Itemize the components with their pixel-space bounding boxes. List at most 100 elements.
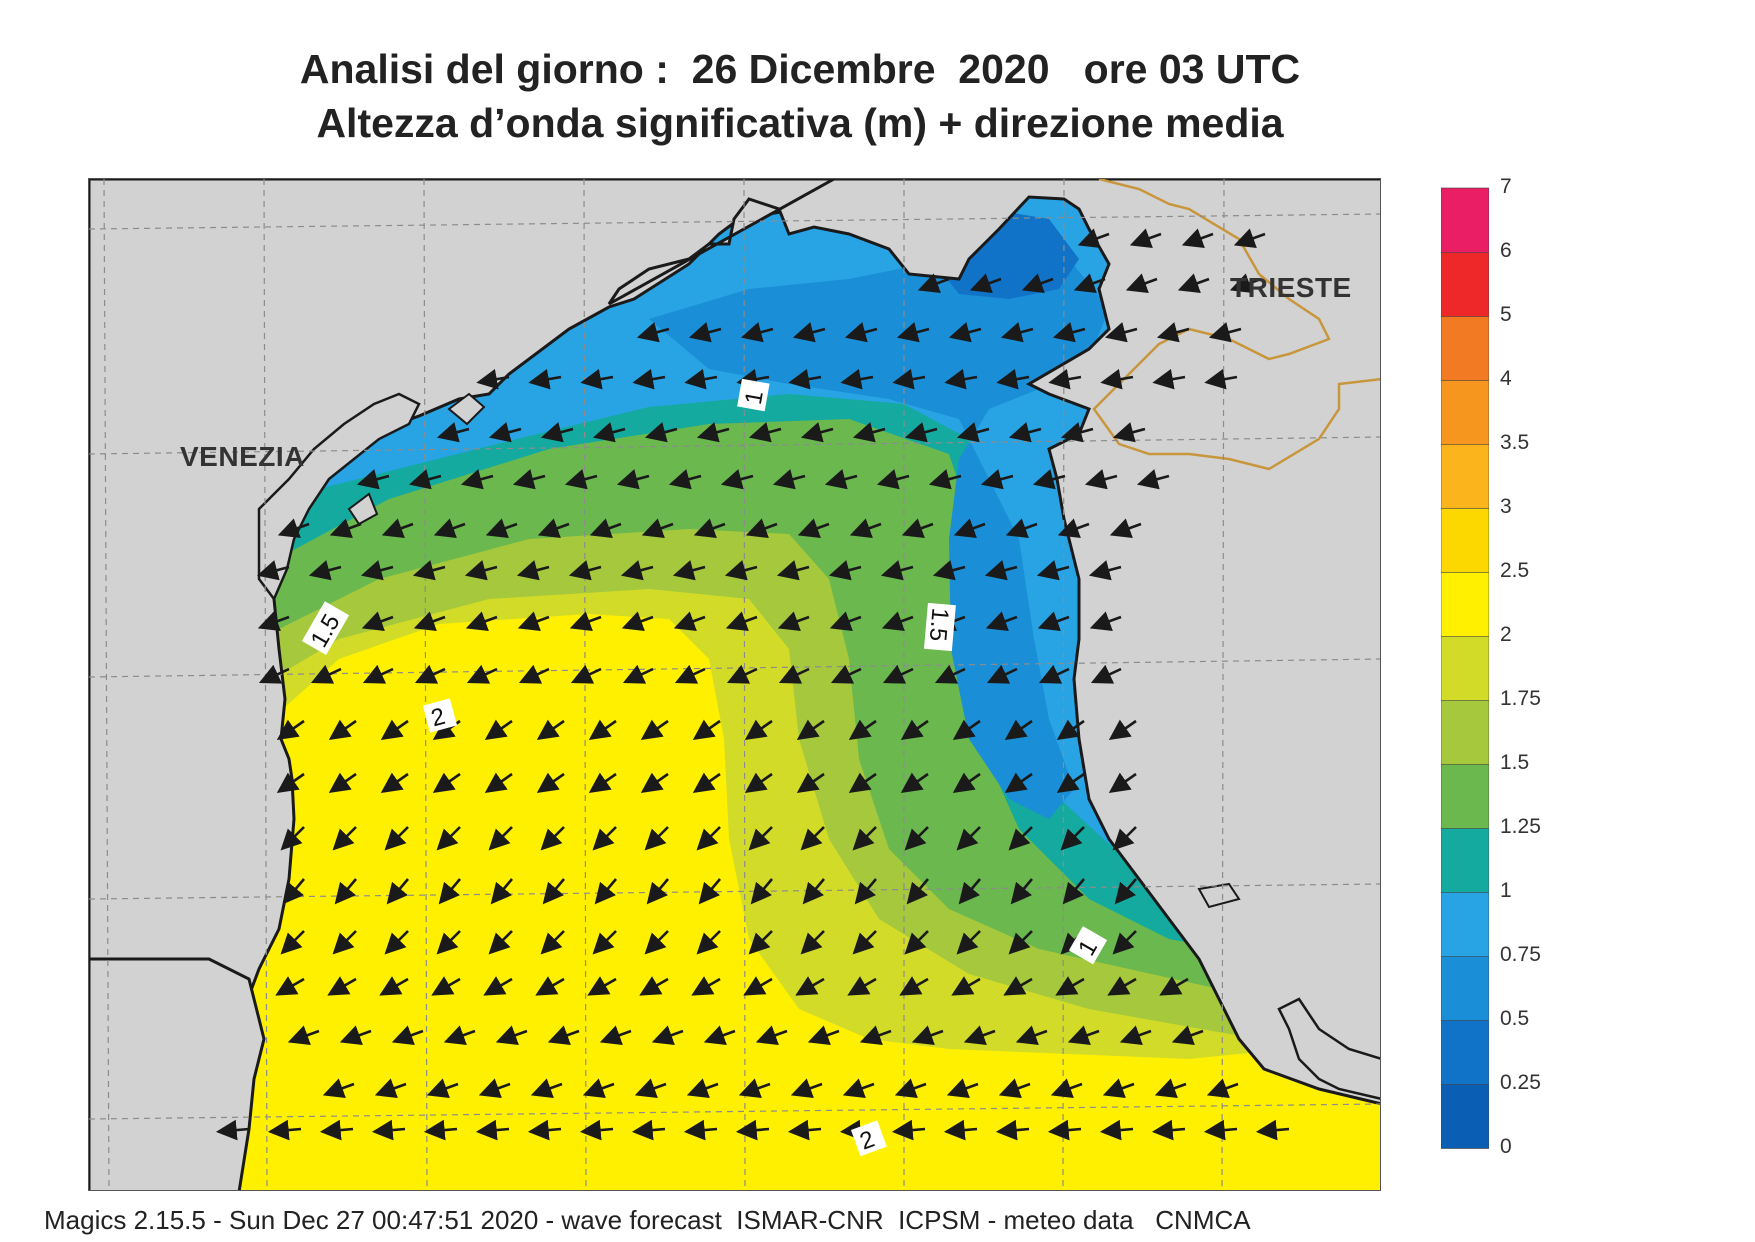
colorbar-band xyxy=(1441,763,1489,829)
footer-credits: Magics 2.15.5 - Sun Dec 27 00:47:51 2020… xyxy=(44,1205,1251,1235)
wave-direction-arrow xyxy=(443,1025,476,1046)
wave-direction-arrow xyxy=(361,611,394,632)
wave-direction-arrow xyxy=(1089,611,1122,632)
colorbar-band xyxy=(1441,315,1489,381)
wave-direction-arrow xyxy=(488,422,522,443)
colorbar-band xyxy=(1441,827,1489,893)
wave-direction-arrow xyxy=(1000,322,1034,343)
land-south-east xyxy=(1277,997,1380,1100)
colorbar-band xyxy=(1441,507,1489,573)
wave-direction-arrow xyxy=(328,719,357,741)
wave-direction-arrow xyxy=(542,878,565,905)
wave-direction-arrow xyxy=(1171,1025,1204,1046)
wave-direction-arrow xyxy=(1125,273,1158,294)
wave-direction-arrow xyxy=(518,664,550,684)
wave-direction-arrow xyxy=(374,1078,407,1099)
wave-direction-arrow xyxy=(432,772,461,794)
colorbar-tick-label: 2.5 xyxy=(1500,559,1530,582)
wave-direction-arrow xyxy=(1003,976,1033,996)
wave-direction-arrow xyxy=(876,469,910,490)
island-1 xyxy=(447,392,486,426)
wave-direction-arrow xyxy=(956,422,990,443)
wave-direction-arrow xyxy=(280,930,305,955)
wave-direction-arrow xyxy=(1090,664,1122,684)
wave-direction-arrow xyxy=(1036,560,1070,581)
wave-direction-arrow xyxy=(772,469,806,490)
wave-direction-arrow xyxy=(436,826,461,851)
wave-direction-arrow xyxy=(512,469,546,490)
wave-direction-arrow xyxy=(1112,826,1137,851)
wave-direction-arrow xyxy=(1112,930,1137,955)
wave-direction-arrow xyxy=(1129,228,1162,249)
wave-direction-arrow xyxy=(466,664,498,684)
wave-direction-arrow xyxy=(882,664,914,684)
colorbar-band xyxy=(1441,699,1489,765)
wave-direction-arrow xyxy=(1055,976,1085,996)
wave-direction-arrow xyxy=(436,930,461,955)
wave-direction-arrow xyxy=(334,878,357,905)
wave-direction-arrow xyxy=(824,469,858,490)
wave-direction-arrow xyxy=(686,1078,719,1099)
wave-direction-arrow xyxy=(797,518,830,539)
wave-direction-arrow xyxy=(594,878,617,905)
wave-direction-arrow xyxy=(807,1025,840,1046)
wave-direction-arrow xyxy=(1048,368,1082,390)
wave-direction-arrow xyxy=(829,611,862,632)
colorbar-tick-label: 2 xyxy=(1500,623,1512,646)
wave-direction-arrow xyxy=(693,518,726,539)
wave-direction-arrow xyxy=(951,976,981,996)
wave-direction-arrow xyxy=(750,878,773,905)
city-label-venezia: VENEZIA xyxy=(180,441,305,472)
colorbar-band xyxy=(1441,1083,1489,1149)
colorbar-tick-label: 0.5 xyxy=(1500,1007,1530,1030)
wave-direction-arrow xyxy=(564,469,598,490)
wave-direction-arrow xyxy=(684,368,718,390)
wave-direction-arrow xyxy=(748,422,782,443)
wave-direction-arrow xyxy=(881,611,914,632)
wave-direction-arrow xyxy=(796,772,825,794)
wave-direction-arrow xyxy=(1021,273,1054,294)
wave-direction-arrow xyxy=(683,1119,718,1141)
wave-direction-arrow xyxy=(1107,976,1137,996)
wave-direction-arrow xyxy=(696,930,721,955)
wave-direction-arrows xyxy=(215,228,1290,1141)
wave-direction-arrow xyxy=(1108,719,1137,741)
contour-labels: 1 1.5 2 1.5 1 2 xyxy=(301,378,1108,1157)
wave-direction-arrow xyxy=(465,611,498,632)
wave-direction-arrow xyxy=(894,1078,927,1099)
wave-direction-arrow xyxy=(599,1025,632,1046)
wave-direction-arrow xyxy=(460,469,494,490)
wave-direction-arrow xyxy=(735,1119,770,1141)
wave-direction-arrow xyxy=(740,322,774,343)
wave-direction-arrow xyxy=(1112,422,1146,443)
wave-direction-arrow xyxy=(592,826,617,851)
wave-direction-arrow xyxy=(792,322,826,343)
wave-direction-arrow xyxy=(904,826,929,851)
colorbar-band xyxy=(1441,1019,1489,1085)
wave-direction-arrow xyxy=(744,719,773,741)
wave-direction-arrow xyxy=(725,611,758,632)
wave-direction-arrow xyxy=(1015,1025,1048,1046)
colorbar-band xyxy=(1441,379,1489,445)
wave-direction-arrow xyxy=(899,976,929,996)
wave-direction-arrow xyxy=(840,368,874,390)
wave-direction-arrow xyxy=(362,664,394,684)
wave-direction-arrow xyxy=(495,1025,528,1046)
wave-direction-arrow xyxy=(852,826,877,851)
colorbar-band xyxy=(1441,891,1489,957)
wave-direction-arrow xyxy=(517,611,550,632)
wave-direction-arrow xyxy=(1159,976,1189,996)
wave-direction-arrow xyxy=(475,1119,510,1141)
wave-direction-arrow xyxy=(698,878,721,905)
wave-direction-arrow xyxy=(985,611,1018,632)
colorbar-tick-label: 1.25 xyxy=(1500,815,1541,838)
land-south-west xyxy=(89,957,266,1190)
wave-direction-arrow xyxy=(579,1119,614,1141)
wave-direction-arrow xyxy=(391,1025,424,1046)
wave-direction-arrow xyxy=(640,719,669,741)
wave-direction-arrow xyxy=(1077,228,1110,249)
wave-direction-arrow xyxy=(802,878,825,905)
wave-direction-arrow xyxy=(800,826,825,851)
wave-direction-arrow xyxy=(848,772,877,794)
wave-direction-arrow xyxy=(1060,826,1085,851)
